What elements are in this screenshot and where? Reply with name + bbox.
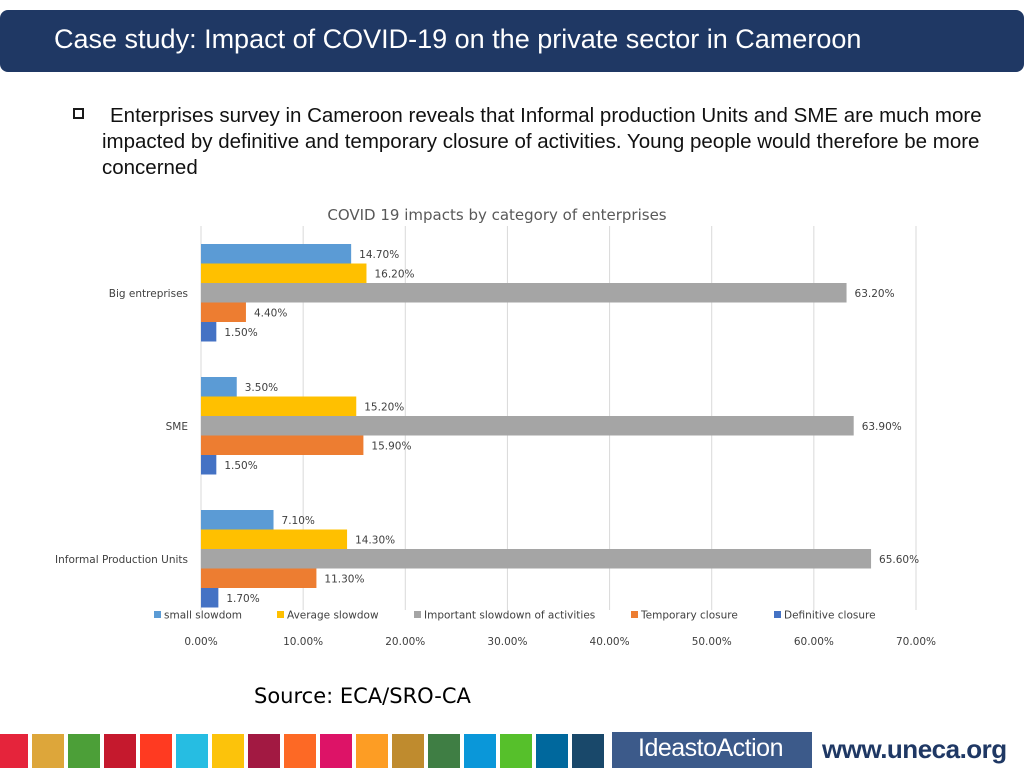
category-label: Big entreprises xyxy=(109,288,188,300)
bar-1-0 xyxy=(201,263,367,283)
bullet-text: Enterprises survey in Cameroon reveals t… xyxy=(102,104,982,179)
sdg-tile xyxy=(176,734,208,768)
sdg-tile xyxy=(356,734,388,768)
data-label: 11.30% xyxy=(324,573,364,585)
bar-0-1 xyxy=(201,377,237,397)
category-label: Informal Production Units xyxy=(55,554,188,566)
data-label: 1.50% xyxy=(224,327,257,339)
legend-swatch xyxy=(414,611,421,618)
data-label: 1.50% xyxy=(224,460,257,472)
data-label: 15.20% xyxy=(364,401,404,413)
bar-1-1 xyxy=(201,396,357,416)
ideas-to-action-logo: IdeastoAction xyxy=(612,732,812,768)
bar-2-0 xyxy=(201,283,847,303)
x-tick-label: 0.00% xyxy=(184,636,217,648)
footer-banner: IdeastoAction www.uneca.org xyxy=(0,732,1024,768)
data-label: 63.90% xyxy=(862,421,902,433)
sdg-tile xyxy=(428,734,460,768)
logo-text: IdeastoAction xyxy=(638,734,784,762)
sdg-color-strip xyxy=(0,734,604,768)
data-label: 3.50% xyxy=(245,382,278,394)
legend-swatch xyxy=(154,611,161,618)
chart-title: COVID 19 impacts by category of enterpri… xyxy=(327,206,666,224)
bar-3-0 xyxy=(201,302,246,322)
legend: small slowdom Average slowdow Important sl… xyxy=(154,610,876,622)
data-label: 15.90% xyxy=(371,440,411,452)
bar-2-2 xyxy=(201,549,872,569)
x-tick-label: 20.00% xyxy=(385,636,425,648)
bar-3-2 xyxy=(201,568,317,588)
data-label: 4.40% xyxy=(254,307,287,319)
legend-label: small slowdom xyxy=(164,610,242,622)
bar-4-0 xyxy=(201,322,217,342)
x-tick-label: 50.00% xyxy=(692,636,732,648)
sdg-tile xyxy=(572,734,604,768)
bar-3-1 xyxy=(201,435,364,455)
category-labels: Big entreprises SME Informal Production Un… xyxy=(55,288,188,566)
legend-label: Average slowdow xyxy=(287,610,379,622)
sdg-tile xyxy=(536,734,568,768)
sdg-tile xyxy=(68,734,100,768)
sdg-tile xyxy=(248,734,280,768)
sdg-tile xyxy=(500,734,532,768)
sdg-tile xyxy=(284,734,316,768)
data-label: 14.30% xyxy=(355,534,395,546)
bar-0-2 xyxy=(201,510,274,530)
bars: 14.70% 16.20% 63.20% 4.40% 1.50% 3.50% 15.20% 6… xyxy=(201,244,919,608)
sdg-tile xyxy=(32,734,64,768)
data-label: 63.20% xyxy=(855,288,895,300)
bar-4-1 xyxy=(201,455,217,475)
sdg-tile xyxy=(140,734,172,768)
x-tick-label: 40.00% xyxy=(590,636,630,648)
data-label: 7.10% xyxy=(282,515,315,527)
checkbox-bullet-icon xyxy=(73,108,84,119)
source-caption: Source: ECA/SRO-CA xyxy=(254,684,471,708)
x-tick-label: 30.00% xyxy=(487,636,527,648)
x-tick-label: 60.00% xyxy=(794,636,834,648)
x-axis-tick-labels: 0.00% 10.00% 20.00% 30.00% 40.00% 50.00% 60.00… xyxy=(184,636,936,648)
sdg-tile xyxy=(104,734,136,768)
slide-title: Case study: Impact of COVID-19 on the pr… xyxy=(54,24,862,54)
data-label: 1.70% xyxy=(226,593,259,605)
x-tick-label: 10.00% xyxy=(283,636,323,648)
website-url[interactable]: www.uneca.org xyxy=(822,734,1007,764)
data-label: 16.20% xyxy=(374,268,414,280)
legend-label: Definitive closure xyxy=(784,610,876,622)
legend-swatch xyxy=(631,611,638,618)
sdg-tile xyxy=(0,734,28,768)
legend-label: Important slowdown of activities xyxy=(424,610,595,622)
x-tick-label: 70.00% xyxy=(896,636,936,648)
sdg-tile xyxy=(212,734,244,768)
legend-label: Temporary closure xyxy=(640,610,738,622)
sdg-tile xyxy=(392,734,424,768)
bar-2-1 xyxy=(201,416,854,436)
data-label: 65.60% xyxy=(879,554,919,566)
category-label: SME xyxy=(166,421,188,433)
title-bar: Case study: Impact of COVID-19 on the pr… xyxy=(0,10,1024,72)
bar-chart: COVID 19 impacts by category of enterpri… xyxy=(55,206,936,648)
bar-0-0 xyxy=(201,244,352,264)
data-label: 14.70% xyxy=(359,249,399,261)
sdg-tile xyxy=(464,734,496,768)
bar-4-2 xyxy=(201,588,219,608)
legend-swatch xyxy=(277,611,284,618)
sdg-tile xyxy=(320,734,352,768)
bar-1-2 xyxy=(201,529,348,549)
legend-swatch xyxy=(774,611,781,618)
